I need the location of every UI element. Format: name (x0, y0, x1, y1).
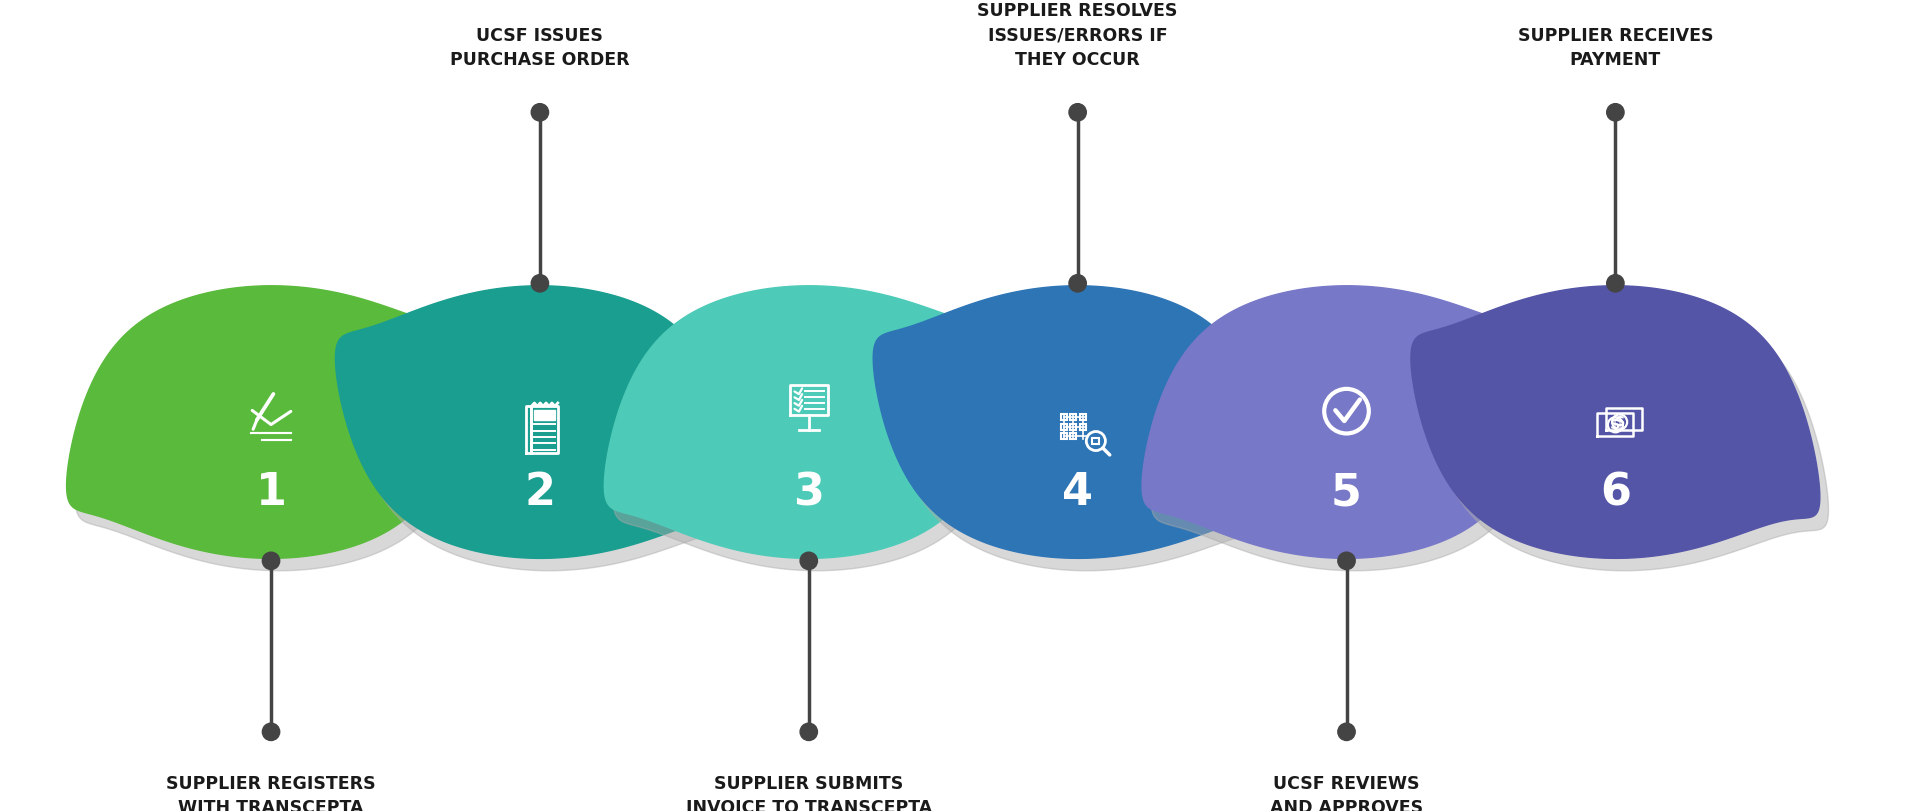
Text: UCSF ISSUES
PURCHASE ORDER: UCSF ISSUES PURCHASE ORDER (450, 27, 631, 69)
Polygon shape (345, 298, 752, 571)
Bar (1071, 433, 1076, 439)
Bar (1092, 438, 1099, 444)
Polygon shape (1151, 298, 1560, 571)
Text: $: $ (1610, 418, 1621, 432)
Polygon shape (613, 298, 1021, 571)
Text: SUPPLIER RESOLVES
ISSUES/ERRORS IF
THEY OCCUR: SUPPLIER RESOLVES ISSUES/ERRORS IF THEY … (977, 2, 1177, 69)
Circle shape (1069, 104, 1086, 121)
Bar (1061, 424, 1067, 430)
Bar (1061, 414, 1067, 420)
Text: SUPPLIER RECEIVES
PAYMENT: SUPPLIER RECEIVES PAYMENT (1518, 27, 1713, 69)
Bar (1071, 414, 1076, 420)
Bar (1071, 424, 1076, 430)
Circle shape (1069, 275, 1086, 292)
Polygon shape (1143, 285, 1551, 558)
Circle shape (800, 552, 817, 569)
Text: 3: 3 (792, 471, 825, 514)
Text: 1: 1 (255, 471, 286, 514)
Text: UCSF REVIEWS
AND APPROVES: UCSF REVIEWS AND APPROVES (1271, 775, 1423, 811)
Circle shape (263, 723, 280, 740)
Text: 2: 2 (524, 471, 556, 514)
Polygon shape (1412, 285, 1819, 558)
Text: 5: 5 (1332, 471, 1362, 514)
Circle shape (1606, 104, 1625, 121)
Text: 6: 6 (1600, 471, 1631, 514)
Polygon shape (1419, 298, 1829, 571)
Bar (533, 410, 554, 420)
Circle shape (531, 275, 549, 292)
Bar (1061, 433, 1067, 439)
Polygon shape (76, 298, 484, 571)
Polygon shape (335, 285, 745, 558)
Polygon shape (67, 285, 476, 558)
Text: $: $ (1615, 414, 1625, 430)
Circle shape (263, 552, 280, 569)
Polygon shape (604, 285, 1013, 558)
Polygon shape (872, 285, 1282, 558)
Bar (1080, 424, 1086, 430)
Circle shape (1606, 275, 1625, 292)
Text: SUPPLIER REGISTERS
WITH TRANSCEPTA: SUPPLIER REGISTERS WITH TRANSCEPTA (166, 775, 375, 811)
Circle shape (1337, 552, 1354, 569)
Circle shape (800, 723, 817, 740)
Polygon shape (882, 298, 1292, 571)
Circle shape (1337, 723, 1354, 740)
Circle shape (531, 104, 549, 121)
Bar (1080, 414, 1086, 420)
Text: SUPPLIER SUBMITS
INVOICE TO TRANSCEPTA: SUPPLIER SUBMITS INVOICE TO TRANSCEPTA (686, 775, 932, 811)
Text: 4: 4 (1063, 471, 1093, 514)
